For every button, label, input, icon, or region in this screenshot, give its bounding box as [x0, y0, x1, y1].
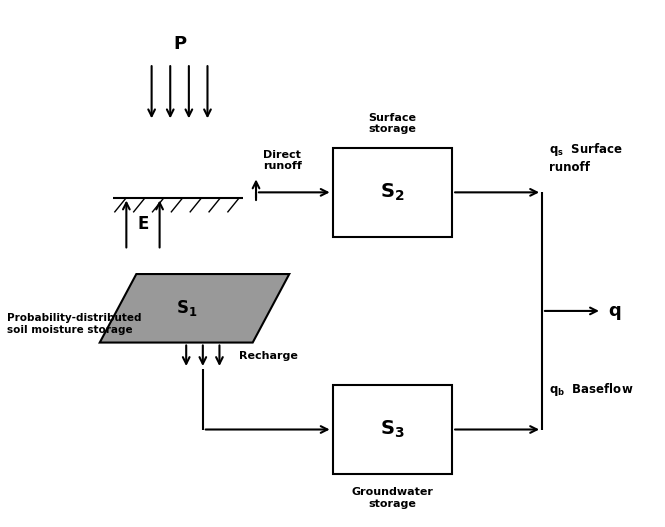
Text: Direct
runoff: Direct runoff: [263, 150, 301, 171]
Text: E: E: [137, 215, 149, 233]
Text: $\mathbf{q_s}$  Surface
runoff: $\mathbf{q_s}$ Surface runoff: [549, 141, 622, 174]
Text: q: q: [608, 302, 621, 320]
Text: Surface
storage: Surface storage: [368, 113, 416, 134]
Bar: [332, 148, 452, 237]
Text: $\mathbf{q_b}$  Baseflow: $\mathbf{q_b}$ Baseflow: [549, 381, 633, 398]
Text: $\mathbf{S_3}$: $\mathbf{S_3}$: [380, 419, 405, 440]
Text: Recharge: Recharge: [239, 351, 299, 360]
Text: P: P: [173, 35, 186, 53]
Text: $\mathbf{S_2}$: $\mathbf{S_2}$: [380, 182, 405, 203]
Text: Groundwater
storage: Groundwater storage: [351, 487, 434, 509]
Text: $\mathbf{S_1}$: $\mathbf{S_1}$: [176, 298, 198, 318]
Text: Probability-distributed
soil moisture storage: Probability-distributed soil moisture st…: [7, 314, 141, 335]
Polygon shape: [100, 274, 289, 343]
Bar: [332, 385, 452, 474]
